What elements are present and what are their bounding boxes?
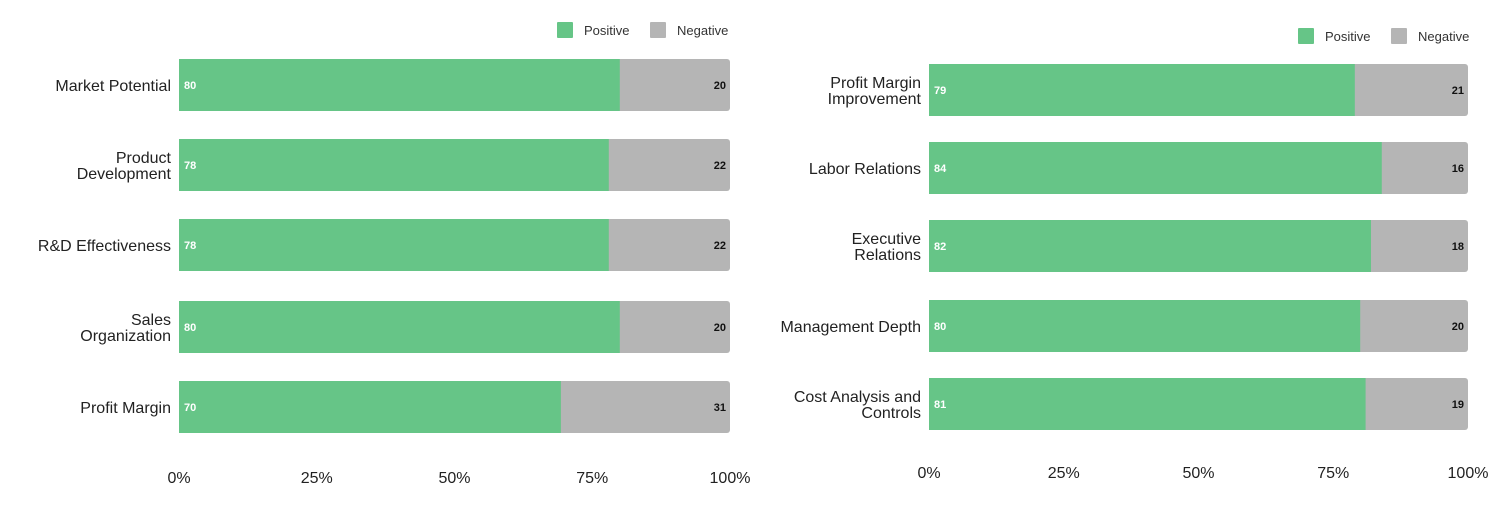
x-tick-label: 50% — [438, 470, 470, 487]
category-label-product-development: Product Development — [77, 150, 172, 183]
bar-row-randd-effectiveness: 78 22 R&D Effectiveness — [38, 219, 730, 271]
data-label-negative-cost-analysis-and-controls: 19 — [1452, 399, 1464, 411]
x-tick-label: 100% — [1448, 465, 1489, 482]
x-tick-label: 25% — [1048, 465, 1080, 482]
x-tick-label: 25% — [301, 470, 333, 487]
category-label-profit-margin-improvement: Profit Margin Improvement — [828, 75, 922, 108]
legend-label-positive: Positive — [584, 23, 630, 38]
chart-panel-1: Positive Negative 80 20 Market Potential 78 22… — [38, 22, 750, 487]
bar-positive-randd-effectiveness — [179, 219, 609, 271]
category-label-cost-analysis-and-controls: Cost Analysis and Controls — [794, 389, 921, 422]
bar-row-product-development: 78 22 Product Development — [77, 139, 730, 191]
data-label-positive-product-development: 78 — [184, 160, 196, 172]
category-label-executive-relations: Executive Relations — [852, 231, 921, 264]
data-label-positive-management-depth: 80 — [934, 321, 946, 333]
bar-row-management-depth: 80 20 Management Depth — [780, 300, 1468, 352]
bar-row-profit-margin-improvement: 79 21 Profit Margin Improvement — [828, 64, 1468, 116]
data-label-negative-labor-relations: 16 — [1452, 163, 1464, 175]
bar-positive-profit-margin-improvement — [929, 64, 1355, 116]
data-label-positive-sales-organization: 80 — [184, 322, 196, 334]
legend-label-negative: Negative — [677, 23, 728, 38]
data-label-positive-market-potential: 80 — [184, 80, 196, 92]
category-label-sales-organization: Sales Organization — [80, 312, 171, 345]
category-label-randd-effectiveness: R&D Effectiveness — [38, 238, 171, 255]
category-label-market-potential: Market Potential — [55, 78, 171, 95]
bar-row-labor-relations: 84 16 Labor Relations — [809, 142, 1468, 194]
bar-positive-product-development — [179, 139, 609, 191]
category-label-labor-relations: Labor Relations — [809, 161, 921, 178]
x-axis: 0% 25% 50% 75% 100% — [917, 465, 1488, 482]
category-label-management-depth: Management Depth — [780, 319, 921, 336]
data-label-positive-randd-effectiveness: 78 — [184, 240, 196, 252]
bar-row-market-potential: 80 20 Market Potential — [55, 59, 730, 111]
bar-positive-cost-analysis-and-controls — [929, 378, 1366, 430]
data-label-positive-profit-margin: 70 — [184, 402, 196, 414]
x-tick-label: 50% — [1182, 465, 1214, 482]
category-label-profit-margin: Profit Margin — [80, 400, 171, 417]
bar-positive-market-potential — [179, 59, 620, 111]
legend-label-negative: Negative — [1418, 29, 1469, 44]
data-label-positive-cost-analysis-and-controls: 81 — [934, 399, 946, 411]
data-label-negative-management-depth: 20 — [1452, 321, 1464, 333]
data-label-positive-profit-margin-improvement: 79 — [934, 85, 946, 97]
bar-positive-executive-relations — [929, 220, 1371, 272]
bar-positive-labor-relations — [929, 142, 1382, 194]
x-tick-label: 100% — [710, 470, 751, 487]
bar-row-executive-relations: 82 18 Executive Relations — [852, 220, 1468, 272]
x-tick-label: 75% — [1317, 465, 1349, 482]
data-label-negative-product-development: 22 — [714, 160, 726, 172]
bar-row-cost-analysis-and-controls: 81 19 Cost Analysis and Controls — [794, 378, 1468, 430]
legend-swatch-negative — [650, 22, 666, 38]
legend-swatch-positive — [1298, 28, 1314, 44]
data-label-negative-profit-margin: 31 — [714, 402, 726, 414]
bar-row-sales-organization: 80 20 Sales Organization — [80, 301, 730, 353]
bar-positive-profit-margin — [179, 381, 561, 433]
data-label-negative-randd-effectiveness: 22 — [714, 240, 726, 252]
data-label-positive-executive-relations: 82 — [934, 241, 946, 253]
legend-label-positive: Positive — [1325, 29, 1371, 44]
bar-positive-management-depth — [929, 300, 1361, 352]
data-label-negative-executive-relations: 18 — [1452, 241, 1464, 253]
data-label-negative-market-potential: 20 — [714, 80, 726, 92]
x-tick-label: 0% — [917, 465, 940, 482]
legend-swatch-positive — [557, 22, 573, 38]
x-tick-label: 0% — [167, 470, 190, 487]
legend: Positive Negative — [557, 22, 728, 38]
chart-panel-2: Positive Negative 79 21 Profit Margin Improve… — [780, 28, 1488, 482]
data-label-negative-sales-organization: 20 — [714, 322, 726, 334]
legend-swatch-negative — [1391, 28, 1407, 44]
bar-positive-sales-organization — [179, 301, 620, 353]
x-tick-label: 75% — [576, 470, 608, 487]
bar-row-profit-margin: 70 31 Profit Margin — [80, 381, 730, 433]
x-axis: 0% 25% 50% 75% 100% — [167, 470, 750, 487]
legend: Positive Negative — [1298, 28, 1469, 44]
data-label-positive-labor-relations: 84 — [934, 163, 947, 175]
data-label-negative-profit-margin-improvement: 21 — [1452, 85, 1464, 97]
